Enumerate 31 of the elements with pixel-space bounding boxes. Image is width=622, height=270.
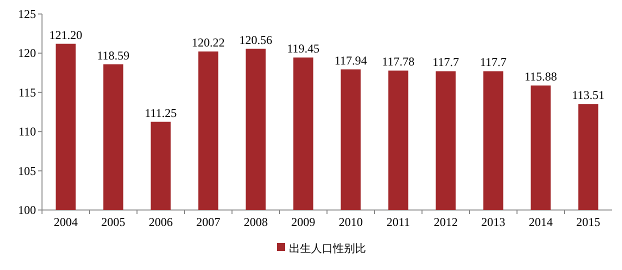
data-label: 119.45: [286, 42, 320, 56]
x-tick-label: 2015: [576, 215, 600, 229]
data-label: 113.51: [572, 88, 605, 102]
data-label: 117.78: [382, 54, 415, 69]
data-label: 117.94: [334, 53, 368, 68]
y-tick-label: 105: [18, 164, 36, 178]
y-tick-label: 100: [18, 203, 36, 217]
data-label: 117.7: [480, 55, 507, 70]
x-tick-label: 2006: [148, 215, 173, 229]
data-label: 120.56: [239, 32, 272, 47]
data-label: 121.20: [49, 28, 82, 42]
y-tick-label: 110: [18, 124, 36, 139]
data-label: 118.59: [96, 48, 130, 62]
data-label: 111.25: [144, 106, 177, 120]
x-tick-label: 2004: [54, 215, 78, 229]
y-tick-label: 125: [18, 7, 36, 21]
data-label: 115.88: [524, 70, 558, 84]
y-tick-label: 120: [18, 46, 36, 60]
x-tick-label: 2012: [434, 215, 458, 229]
x-tick-label: 2014: [528, 215, 553, 229]
data-label: 120.22: [192, 35, 225, 50]
x-tick-label: 2011: [386, 215, 410, 229]
y-tick-label: 115: [18, 85, 36, 100]
x-tick-label: 2009: [291, 215, 316, 229]
x-tick-label: 2007: [196, 215, 220, 229]
x-tick-label: 2010: [338, 215, 363, 229]
x-tick-label: 2005: [101, 215, 126, 229]
x-tick-label: 2013: [481, 215, 506, 229]
legend-label: 出生人口性别比: [289, 242, 366, 255]
x-tick-label: 2008: [244, 215, 268, 229]
data-label: 117.7: [432, 55, 460, 70]
